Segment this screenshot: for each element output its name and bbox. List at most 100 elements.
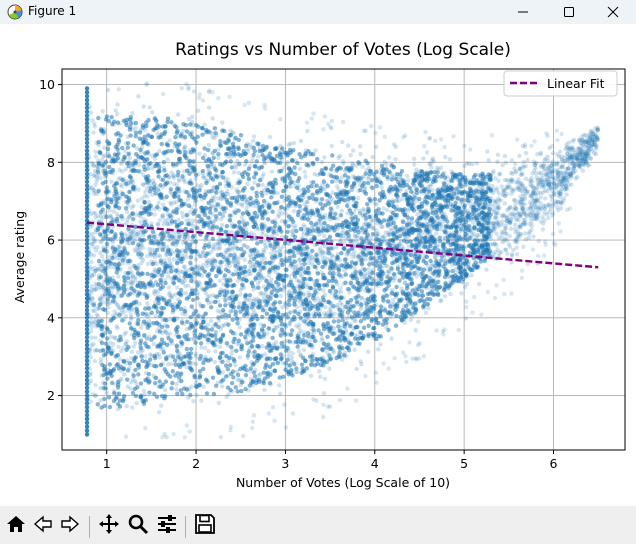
scatter-point <box>476 232 482 238</box>
scatter-point <box>517 199 523 205</box>
scatter-point <box>570 156 575 161</box>
scatter-point <box>168 252 173 257</box>
scatter-point <box>563 186 568 192</box>
scatter-point <box>111 342 116 347</box>
scatter-point <box>350 255 356 260</box>
scatter-point <box>508 226 514 232</box>
scatter-point <box>87 289 92 294</box>
close-button[interactable] <box>590 0 636 24</box>
scatter-point <box>558 194 563 200</box>
scatter-point <box>233 165 238 170</box>
scatter-point <box>495 152 501 157</box>
scatter-point <box>130 211 135 217</box>
scatter-point <box>84 276 90 282</box>
scatter-point <box>216 246 222 251</box>
scatter-point <box>84 233 90 239</box>
scatter-point <box>88 224 93 230</box>
scatter-point <box>533 166 538 171</box>
scatter-point <box>550 159 555 164</box>
scatter-point <box>105 87 111 93</box>
scatter-point <box>563 170 568 175</box>
scatter-point <box>135 321 141 327</box>
scatter-point <box>147 105 152 110</box>
scatter-point <box>210 244 216 249</box>
scatter-point <box>578 161 583 166</box>
scatter-point <box>571 165 577 171</box>
scatter-point <box>354 366 359 372</box>
scatter-point <box>151 178 156 183</box>
scatter-point <box>84 416 90 421</box>
scatter-point <box>548 185 553 191</box>
scatter-point <box>85 163 90 168</box>
scatter-point <box>505 185 510 190</box>
scatter-point <box>96 266 101 272</box>
scatter-point <box>117 243 123 248</box>
scatter-point <box>133 234 138 240</box>
scatter-point <box>492 215 498 221</box>
scatter-point <box>496 198 502 203</box>
scatter-point <box>533 161 538 166</box>
scatter-point <box>333 211 338 217</box>
scatter-point <box>95 348 100 353</box>
scatter-point <box>217 245 223 251</box>
scatter-point <box>533 199 539 204</box>
maximize-button[interactable] <box>546 0 592 24</box>
scatter-point <box>213 349 218 354</box>
scatter-point <box>84 319 90 324</box>
scatter-point <box>548 193 553 199</box>
scatter-point <box>155 187 161 192</box>
minimize-button[interactable] <box>500 0 546 24</box>
scatter-point <box>275 191 280 196</box>
scatter-point <box>84 97 90 103</box>
scatter-point <box>321 288 326 293</box>
scatter-point <box>320 338 325 343</box>
scatter-point <box>341 228 346 233</box>
scatter-point <box>531 234 536 239</box>
scatter-point <box>414 167 419 172</box>
scatter-point <box>84 109 90 114</box>
scatter-point <box>191 398 196 404</box>
scatter-point <box>84 253 90 258</box>
scatter-point <box>313 286 318 291</box>
scatter-point <box>518 166 523 171</box>
scatter-point <box>552 186 557 191</box>
scatter-point <box>166 274 171 279</box>
scatter-point <box>118 348 124 354</box>
scatter-point <box>491 255 496 260</box>
scatter-point <box>131 228 136 233</box>
scatter-point <box>500 239 505 245</box>
scatter-point <box>140 181 145 187</box>
scatter-point <box>84 202 90 208</box>
scatter-point <box>520 205 525 211</box>
scatter-point <box>512 238 517 244</box>
scatter-point <box>256 271 261 277</box>
figure-canvas[interactable]: 1 2 3 4 5 6 2 4 6 8 10 Ratings vs Number of Votes … <box>0 24 636 506</box>
scatter-point <box>84 288 90 293</box>
scatter-point <box>380 224 385 230</box>
scatter-point <box>554 182 559 187</box>
scatter-point <box>127 265 133 271</box>
scatter-point <box>225 188 230 194</box>
scatter-point <box>556 193 561 198</box>
scatter-point <box>294 263 299 269</box>
scatter-point <box>427 275 432 281</box>
scatter-point <box>562 176 567 181</box>
scatter-point <box>220 120 225 125</box>
scatter-point <box>560 164 565 169</box>
scatter-point <box>303 207 308 212</box>
scatter-point <box>233 163 238 168</box>
scatter-point <box>151 341 156 347</box>
scatter-point <box>127 321 132 326</box>
scatter-point <box>199 398 204 403</box>
scatter-point <box>334 303 340 308</box>
scatter-point <box>326 246 331 252</box>
scatter-point <box>517 224 523 230</box>
scatter-point <box>206 142 212 148</box>
scatter-point <box>431 159 437 164</box>
scatter-point <box>429 165 434 170</box>
scatter-point <box>156 200 161 206</box>
scatter-point <box>554 185 559 191</box>
scatter-point <box>233 363 238 368</box>
scatter-point <box>495 206 500 211</box>
